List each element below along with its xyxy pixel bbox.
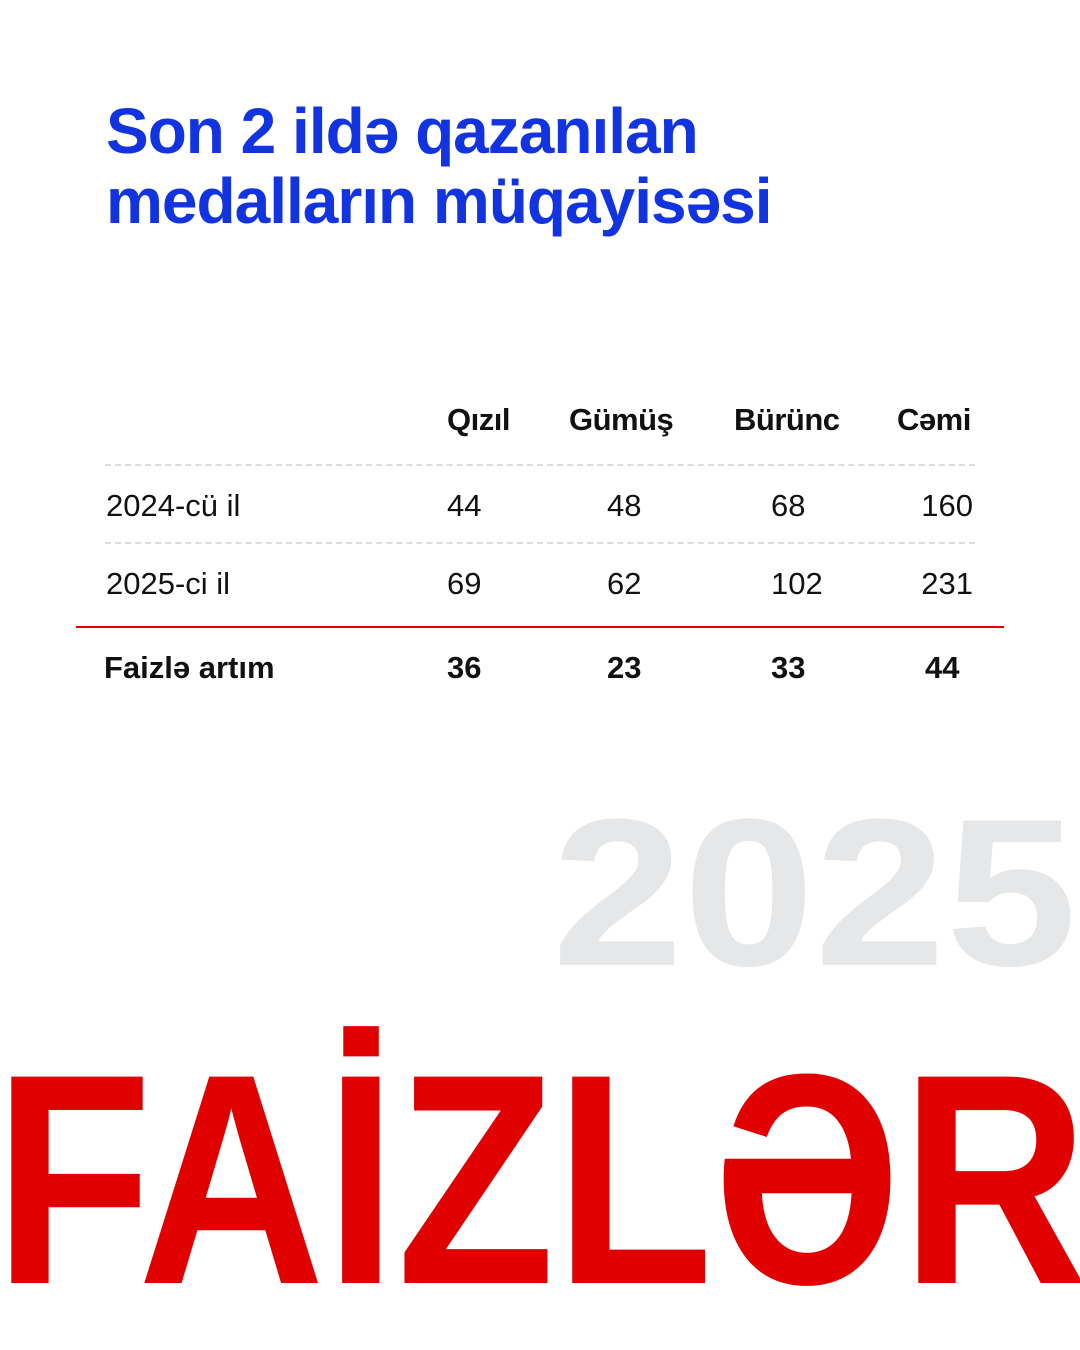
header-total: Cəmi <box>897 402 971 437</box>
cell-2024-bronze: 68 <box>771 488 806 523</box>
cell-2024-silver: 48 <box>607 488 642 523</box>
cell-2024-total: 160 <box>921 488 973 523</box>
header-gold: Qızıl <box>447 402 510 437</box>
row-label-2025: 2025-ci il <box>106 566 231 601</box>
title-line-2: medalların müqayisəsi <box>106 165 773 237</box>
footer-year: 2025 <box>552 775 1077 1010</box>
row-label-growth: Faizlə artım <box>104 650 275 685</box>
cell-growth-total: 44 <box>925 650 960 685</box>
page-title: Son 2 ildə qazanılan medalların müqayisə… <box>106 95 773 237</box>
title-line-1: Son 2 ildə qazanılan <box>106 95 699 167</box>
cell-2025-bronze: 102 <box>771 566 823 601</box>
row-divider <box>105 542 975 544</box>
row-divider <box>105 464 975 466</box>
cell-growth-gold: 36 <box>447 650 482 685</box>
cell-growth-silver: 23 <box>607 650 642 685</box>
header-bronze: Bürünc <box>734 402 840 437</box>
cell-2025-total: 231 <box>921 566 973 601</box>
row-label-2024: 2024-cü il <box>106 488 241 523</box>
total-divider <box>76 626 1004 628</box>
cell-growth-bronze: 33 <box>771 650 806 685</box>
cell-2025-gold: 69 <box>447 566 482 601</box>
cell-2025-silver: 62 <box>607 566 642 601</box>
cell-2024-gold: 44 <box>447 488 482 523</box>
header-silver: Gümüş <box>569 402 674 437</box>
footer-big-word: FAİZLƏR <box>0 1011 1080 1347</box>
